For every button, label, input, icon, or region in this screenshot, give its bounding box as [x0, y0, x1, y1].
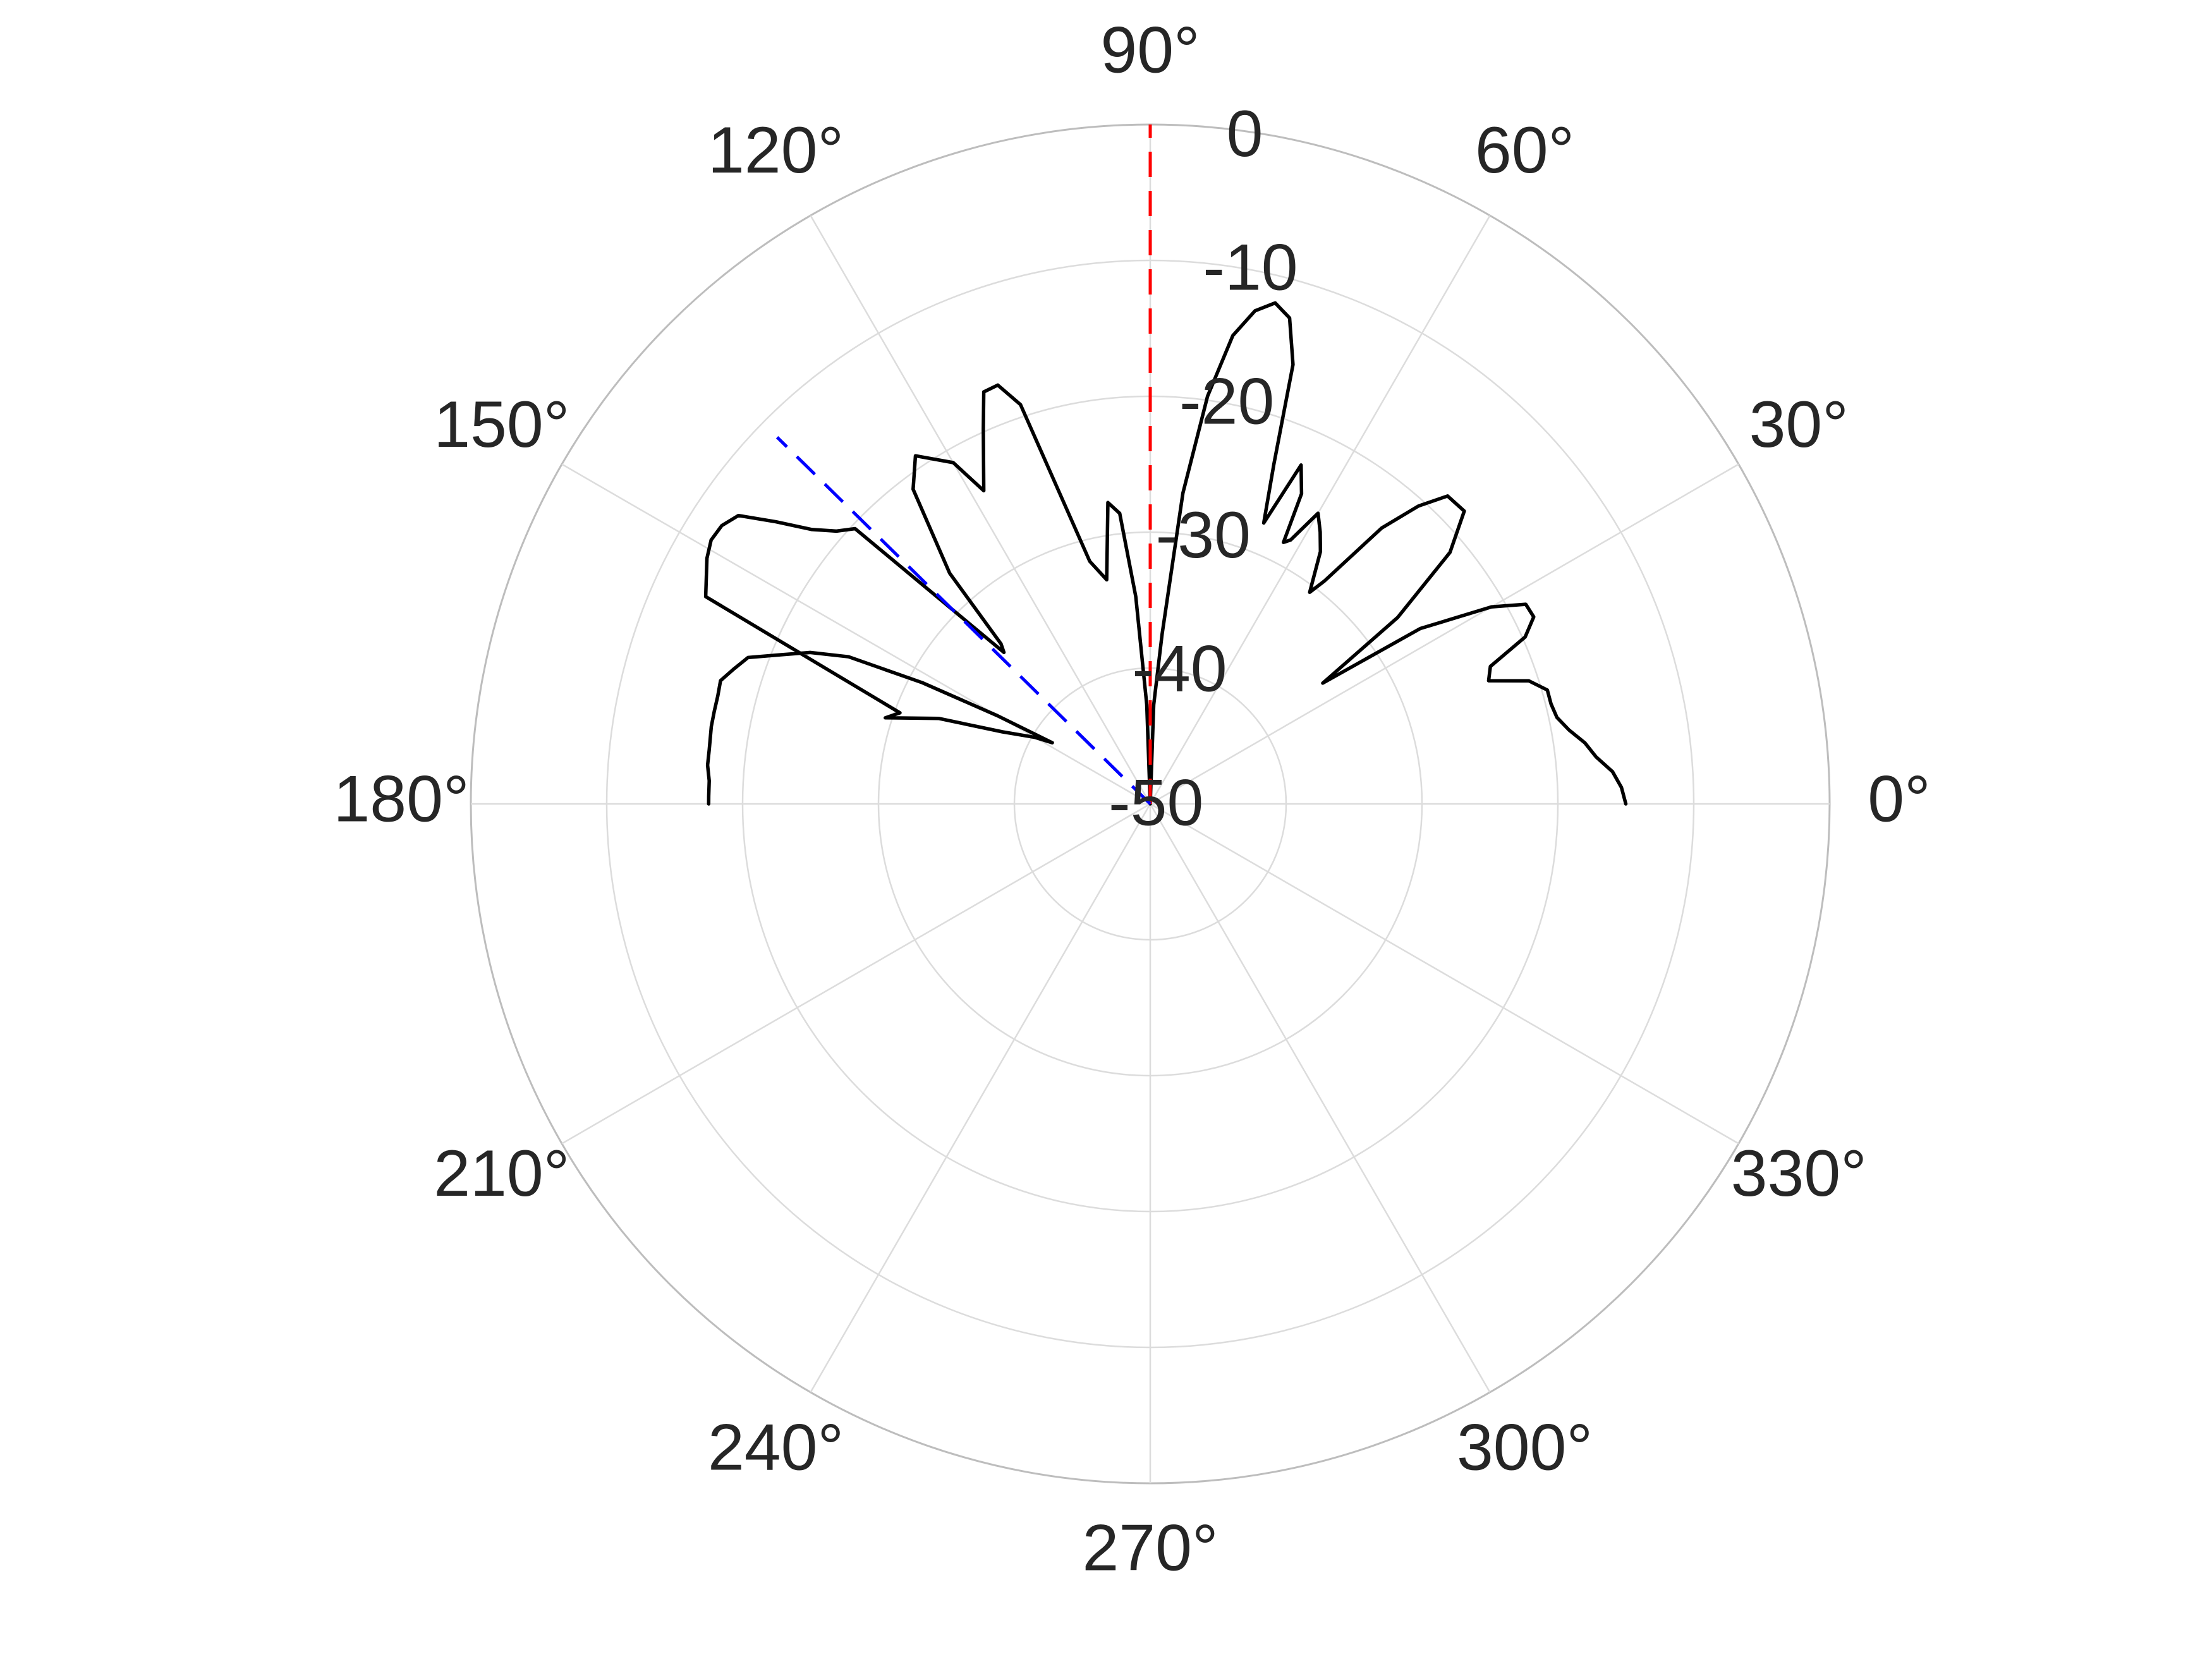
- angle-tick-label: 270°: [1082, 1511, 1218, 1584]
- angle-tick-label: 330°: [1731, 1137, 1867, 1210]
- angle-tick-label: 210°: [434, 1137, 569, 1210]
- angle-tick-label: 120°: [708, 114, 844, 187]
- angle-tick-label: 300°: [1457, 1411, 1593, 1485]
- data-layer: [703, 125, 1628, 806]
- radial-tick-label: -10: [1203, 231, 1297, 305]
- angle-tick-label: 60°: [1475, 114, 1574, 187]
- radial-tick-label: -20: [1179, 365, 1274, 438]
- angle-tick-label: 150°: [434, 388, 569, 461]
- angular-grid-line: [810, 215, 1152, 805]
- angular-grid-line: [1150, 803, 1739, 1145]
- angular-grid-line: [1149, 803, 1491, 1393]
- radial-tick-label: -40: [1132, 633, 1227, 706]
- radial-tick-label: -30: [1156, 499, 1251, 572]
- radial-tick-label: 0: [1227, 97, 1263, 171]
- blue-reference-line: [775, 436, 1152, 805]
- angle-tick-label: 0°: [1868, 762, 1930, 836]
- angle-tick-label: 30°: [1749, 388, 1849, 461]
- angle-tick-label: 90°: [1100, 13, 1200, 87]
- label-layer: 0° 30° 60° 90° 120° 150° 180° 210° 240° 270° 300° 3…: [333, 13, 1930, 1584]
- angular-grid-line: [561, 803, 1151, 1145]
- angle-tick-label: 240°: [708, 1411, 844, 1485]
- polar-grid: [470, 123, 1831, 1485]
- pattern-series-line: [703, 301, 1628, 806]
- radial-tick-label: -50: [1109, 766, 1203, 839]
- angular-grid-line: [1149, 215, 1491, 805]
- angle-tick-label: 180°: [333, 762, 469, 836]
- angular-grid-line: [561, 463, 1151, 805]
- angular-grid-line: [810, 803, 1152, 1393]
- angular-grid-line: [1150, 463, 1739, 805]
